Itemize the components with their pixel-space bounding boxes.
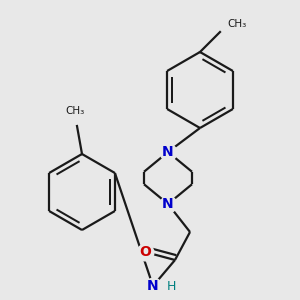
Text: H: H [167,280,176,292]
Text: O: O [139,245,151,259]
Text: CH₃: CH₃ [227,19,246,29]
Text: N: N [162,197,174,211]
Text: N: N [162,145,174,159]
Text: CH₃: CH₃ [65,106,85,116]
Text: N: N [147,279,159,293]
